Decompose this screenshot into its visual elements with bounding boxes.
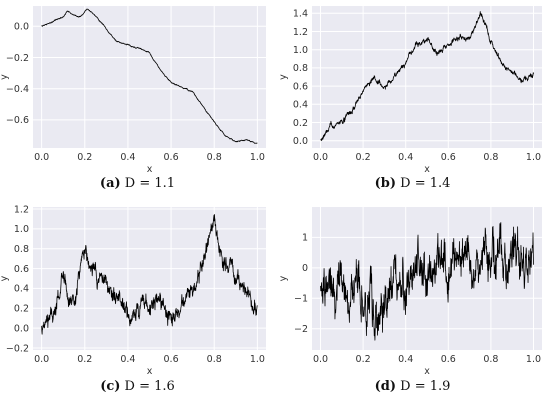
y-tick-label-c: 1.2 <box>14 204 29 215</box>
caption-a-label: (a) <box>99 176 121 191</box>
x-tick-label-c: 0.0 <box>34 354 49 365</box>
y-tick-label-c: 0.6 <box>14 264 29 275</box>
y-tick-label-c: 0.4 <box>14 284 29 295</box>
caption-b-text: D = 1.4 <box>400 176 451 191</box>
caption-a-text: D = 1.1 <box>124 176 176 191</box>
y-tick-label-b: 0.6 <box>293 81 308 92</box>
x-axis-label-c: x <box>147 366 153 377</box>
y-tick-label-b: 1.2 <box>293 27 308 38</box>
y-tick-label-b: 1.4 <box>293 9 308 20</box>
x-tick-label-b: 0.8 <box>483 152 498 163</box>
x-tick-label-b: 0.4 <box>398 152 413 163</box>
caption-b-label: (b) <box>374 176 396 191</box>
caption-d-label: (d) <box>374 379 396 394</box>
y-tick-label-b: 0.0 <box>293 136 308 147</box>
chart-panel-c: 0.0 0.2 0.4 0.6 0.8 1.0 −0.2 0.0 0.2 0.4 0.6 0.8 1.0… <box>0 204 266 377</box>
x-tick-label-b: 0.0 <box>313 152 328 163</box>
x-axis-label-a: x <box>147 164 153 175</box>
caption-c-text: D = 1.6 <box>124 379 175 394</box>
y-axis-label-a: y <box>0 74 10 80</box>
x-tick-label-d: 0.0 <box>313 354 328 365</box>
x-tick-label-b: 0.2 <box>356 152 371 163</box>
series-line-a <box>41 8 258 144</box>
caption-b: (b) D = 1.4 <box>275 176 550 191</box>
x-tick-label-d: 0.6 <box>441 354 456 365</box>
x-tick-label-d: 0.2 <box>356 354 371 365</box>
x-tick-label-a: 0.8 <box>207 152 222 163</box>
series-line-d <box>320 222 534 341</box>
y-tick-label-c: 0.2 <box>14 304 29 315</box>
x-tick-label-d: 0.8 <box>483 354 498 365</box>
y-axis-label-b: y <box>278 74 289 80</box>
y-tick-label-b: 0.4 <box>293 100 308 111</box>
x-tick-label-d: 0.4 <box>398 354 413 365</box>
caption-a: (a) D = 1.1 <box>0 176 275 191</box>
x-tick-label-a: 1.0 <box>250 152 265 163</box>
chart-panel-a: 0.0 0.2 0.4 0.6 0.8 1.0 0.0 −0.2 −0.4 −0.6 x y <box>0 6 266 175</box>
y-tick-label-a: −0.4 <box>6 84 29 95</box>
caption-d: (d) D = 1.9 <box>275 379 550 394</box>
x-tick-label-c: 0.6 <box>164 354 179 365</box>
x-tick-label-d: 1.0 <box>526 354 541 365</box>
plot-area-c <box>33 207 266 350</box>
x-tick-label-a: 0.6 <box>164 152 179 163</box>
y-tick-label-a: −0.2 <box>6 53 29 64</box>
x-axis-label-b: x <box>424 164 430 175</box>
x-tick-label-a: 0.4 <box>120 152 135 163</box>
y-tick-label-b: 1.0 <box>293 45 308 56</box>
y-tick-label-d: −1 <box>294 294 308 305</box>
plot-area-b <box>312 6 542 148</box>
x-tick-label-c: 1.0 <box>250 354 265 365</box>
x-tick-label-c: 0.8 <box>207 354 222 365</box>
chart-panel-b: 0.0 0.2 0.4 0.6 0.8 1.0 0.0 0.2 0.4 0.6 0.8 1.0 1.2 1… <box>278 6 542 175</box>
y-tick-label-c: 0.0 <box>14 323 29 334</box>
y-tick-label-b: 0.2 <box>293 118 308 129</box>
caption-c: (c) D = 1.6 <box>0 379 275 394</box>
chart-panel-d: 0.0 0.2 0.4 0.6 0.8 1.0 −2 −1 0 1 x y <box>278 207 542 377</box>
x-tick-label-c: 0.4 <box>120 354 135 365</box>
y-axis-label-d: y <box>278 275 289 281</box>
x-tick-label-b: 0.6 <box>441 152 456 163</box>
y-tick-label-d: 0 <box>302 263 308 274</box>
x-tick-label-a: 0.2 <box>77 152 92 163</box>
caption-c-label: (c) <box>100 379 121 394</box>
series-line-c <box>41 214 258 335</box>
y-axis-label-c: y <box>0 275 10 281</box>
series-line-b <box>320 11 534 141</box>
y-tick-label-d: −2 <box>294 324 308 335</box>
caption-d-text: D = 1.9 <box>400 379 451 394</box>
x-tick-label-c: 0.2 <box>77 354 92 365</box>
y-tick-label-c: −0.2 <box>6 343 29 354</box>
y-tick-label-a: −0.6 <box>6 115 29 126</box>
x-axis-label-d: x <box>424 366 430 377</box>
y-tick-label-c: 0.8 <box>14 244 29 255</box>
y-tick-label-b: 0.8 <box>293 63 308 74</box>
plot-area-a <box>33 6 266 148</box>
y-tick-label-a: 0.0 <box>14 22 29 33</box>
y-tick-label-c: 1.0 <box>14 224 29 235</box>
y-tick-label-d: 1 <box>302 233 308 244</box>
x-tick-label-a: 0.0 <box>34 152 49 163</box>
x-tick-label-b: 1.0 <box>526 152 541 163</box>
